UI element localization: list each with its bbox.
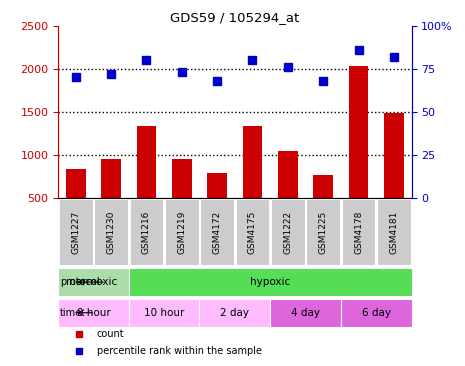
Bar [172, 159, 192, 198]
Text: normoxic: normoxic [69, 277, 118, 287]
Text: 2 day: 2 day [220, 308, 249, 318]
Text: GSM4175: GSM4175 [248, 211, 257, 254]
Text: GSM1216: GSM1216 [142, 211, 151, 254]
Bar [165, 199, 199, 265]
Text: hypoxic: hypoxic [250, 277, 290, 287]
Bar [384, 113, 404, 198]
Text: 10 hour: 10 hour [144, 308, 184, 318]
Bar [94, 199, 128, 265]
Text: GSM1222: GSM1222 [283, 211, 292, 254]
Bar [199, 299, 270, 326]
Text: GSM4172: GSM4172 [213, 211, 222, 254]
Text: protocol: protocol [60, 277, 100, 287]
Bar [207, 173, 227, 198]
Bar [270, 299, 341, 326]
Text: GSM1225: GSM1225 [319, 211, 328, 254]
Text: GSM4181: GSM4181 [389, 211, 399, 254]
Bar [137, 126, 156, 198]
Bar [129, 299, 199, 326]
Text: GSM1230: GSM1230 [106, 211, 116, 254]
Bar [278, 150, 298, 198]
Bar [200, 199, 234, 265]
Text: GSM1227: GSM1227 [71, 211, 80, 254]
Bar [341, 299, 412, 326]
Bar [306, 199, 340, 265]
Bar [101, 159, 121, 198]
Bar [349, 66, 368, 198]
Text: 4 day: 4 day [291, 308, 320, 318]
Text: 6 day: 6 day [362, 308, 391, 318]
Bar [271, 199, 305, 265]
Bar [377, 199, 411, 265]
Bar [66, 169, 86, 198]
Title: GDS59 / 105294_at: GDS59 / 105294_at [170, 11, 299, 25]
Text: GSM1219: GSM1219 [177, 211, 186, 254]
Bar [236, 199, 269, 265]
Text: count: count [97, 329, 125, 339]
Text: 0 hour: 0 hour [77, 308, 110, 318]
Bar [59, 199, 93, 265]
Bar [342, 199, 375, 265]
Bar [130, 199, 163, 265]
Text: GSM4178: GSM4178 [354, 211, 363, 254]
Bar [58, 299, 129, 326]
Text: percentile rank within the sample: percentile rank within the sample [97, 346, 262, 356]
Bar [243, 126, 262, 198]
Bar [313, 175, 333, 198]
Text: time: time [60, 308, 82, 318]
Bar [129, 268, 412, 296]
Bar [58, 268, 129, 296]
